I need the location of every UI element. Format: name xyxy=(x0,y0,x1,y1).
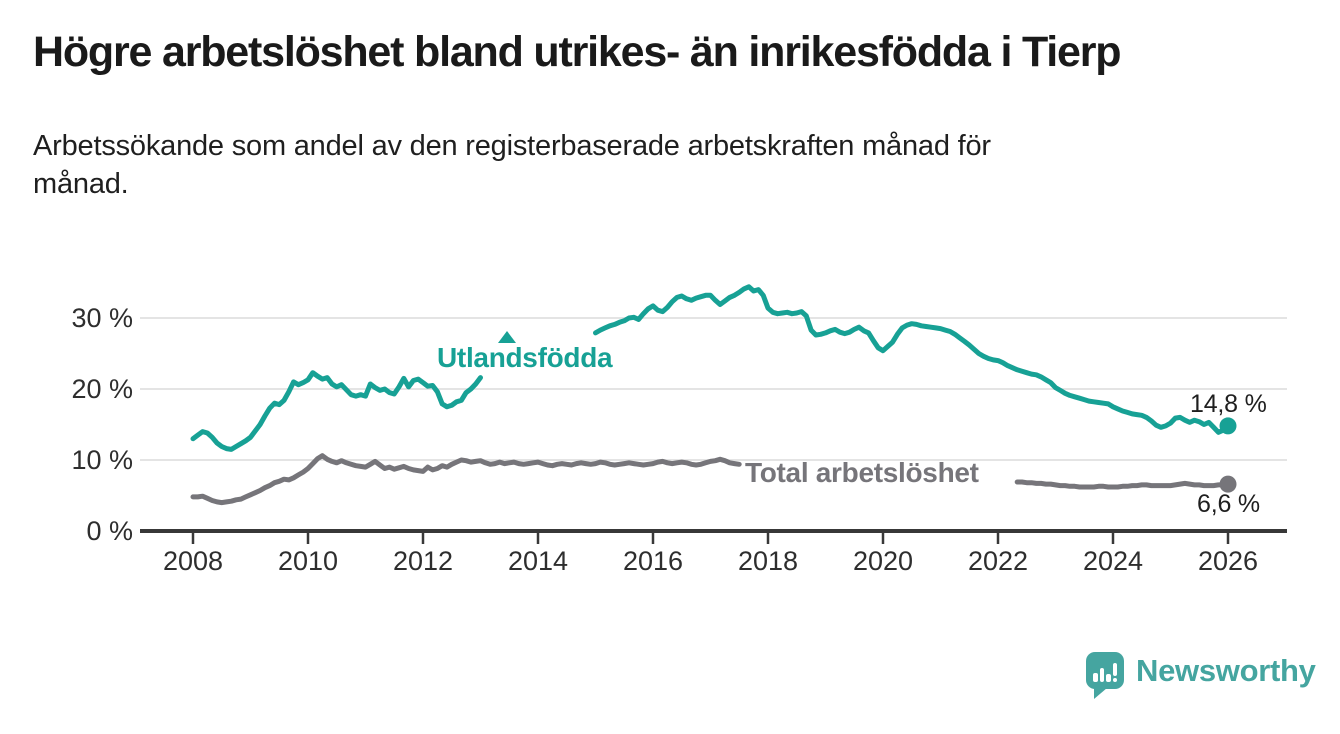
triangle-up-icon xyxy=(498,331,516,343)
subtitle-line-1: Arbetssökande som andel av den registerb… xyxy=(33,130,991,162)
series-label-utlandsfodda: Utlandsfödda xyxy=(437,342,613,373)
logo-bar-icon xyxy=(1106,674,1111,682)
newsworthy-logo: Newsworthy xyxy=(1086,652,1316,704)
svg-text:2018: 2018 xyxy=(738,546,798,576)
end-value-total: 6,6 % xyxy=(1197,490,1260,518)
svg-text:20 %: 20 % xyxy=(71,374,133,404)
svg-text:2024: 2024 xyxy=(1083,546,1143,576)
logo-speech-tail xyxy=(1094,688,1107,699)
logo-bar-icon xyxy=(1093,673,1098,682)
chart-subtitle: Arbetssökande som andel av den registerb… xyxy=(33,127,991,203)
line-chart: 2008 2010 2012 2014 2016 2018 2020 2022 2024 2026… xyxy=(71,284,1287,576)
svg-text:2020: 2020 xyxy=(853,546,913,576)
subtitle-line-2: månad. xyxy=(33,168,129,200)
chart-title: Högre arbetslöshet bland utrikes- än inr… xyxy=(33,28,1121,76)
brand-name: Newsworthy xyxy=(1136,653,1316,688)
svg-text:2026: 2026 xyxy=(1198,546,1258,576)
svg-text:2014: 2014 xyxy=(508,546,568,576)
svg-text:10 %: 10 % xyxy=(71,445,133,475)
chart-canvas: 2008 2010 2012 2014 2016 2018 2020 2022 2024 2026… xyxy=(71,284,1287,576)
logo-exclamation-icon xyxy=(1112,662,1117,682)
svg-text:2016: 2016 xyxy=(623,546,683,576)
svg-text:2022: 2022 xyxy=(968,546,1028,576)
newsworthy-logo-icon xyxy=(1086,652,1124,699)
svg-text:30 %: 30 % xyxy=(71,303,133,333)
svg-text:0 %: 0 % xyxy=(86,516,133,546)
logo-bar-icon xyxy=(1099,668,1104,682)
svg-text:2010: 2010 xyxy=(278,546,338,576)
svg-text:2008: 2008 xyxy=(163,546,223,576)
series-label-total-arbetsloshet: Total arbetslöshet xyxy=(745,457,979,488)
end-value-utlandsfodda: 14,8 % xyxy=(1190,390,1267,418)
svg-text:2012: 2012 xyxy=(393,546,453,576)
